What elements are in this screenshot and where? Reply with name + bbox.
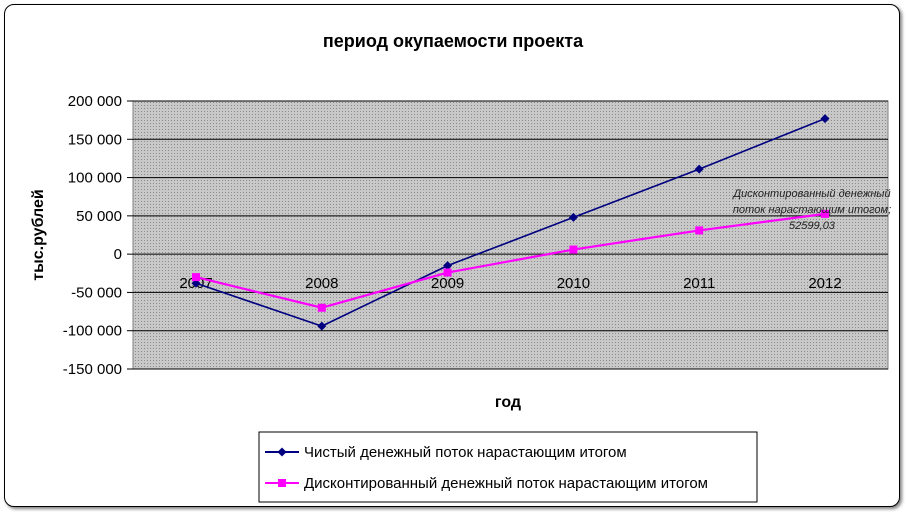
x-axis-label: год — [495, 394, 521, 411]
data-point-marker — [821, 209, 829, 218]
x-tick-label: 2008 — [305, 275, 338, 292]
chart-title: период окупаемости проекта — [323, 31, 584, 51]
data-label: Дисконтированный денежный — [731, 188, 890, 200]
y-tick-label: 200 000 — [68, 93, 122, 110]
data-point-marker — [568, 212, 578, 222]
data-point-marker — [443, 268, 452, 277]
data-point-marker — [192, 273, 200, 282]
y-axis-ticks: 200 000 150 000 100 000 50 000 0 -50 000 -100 … — [63, 93, 133, 378]
y-tick-label: 0 — [114, 246, 122, 263]
legend-marker — [278, 479, 286, 487]
x-tick-label: 2012 — [808, 275, 841, 292]
data-point-marker — [317, 303, 326, 312]
series-layer — [191, 114, 830, 331]
gridlines — [133, 100, 888, 370]
y-tick-label: -150 000 — [63, 361, 122, 378]
y-tick-label: -50 000 — [71, 284, 122, 301]
data-point-marker — [317, 321, 327, 331]
legend-marker — [277, 447, 287, 457]
x-tick-label: 2010 — [557, 275, 590, 292]
legend-label: Дисконтированный денежный поток нарастаю… — [304, 475, 708, 492]
y-tick-label: 50 000 — [76, 208, 122, 225]
data-point-marker — [820, 114, 830, 124]
data-point-marker — [443, 261, 453, 271]
data-label: поток нарастающим итогом; — [733, 204, 891, 216]
x-tick-label: 2009 — [431, 275, 464, 292]
annotation-layer: Дисконтированный денежный поток нарастающ… — [731, 188, 891, 232]
data-point-marker — [569, 245, 578, 254]
y-tick-label: 100 000 — [68, 170, 122, 187]
x-axis-ticks: 200720082009201020112012 — [179, 275, 841, 292]
y-tick-label: 150 000 — [68, 131, 122, 148]
y-tick-label: -100 000 — [63, 323, 122, 340]
series-line — [195, 117, 826, 327]
data-point-marker — [695, 226, 704, 235]
legend-box — [258, 431, 758, 503]
legend-label: Чистый денежный поток нарастающим итогом — [304, 444, 627, 461]
plot-area — [132, 100, 889, 370]
data-point-marker — [694, 164, 704, 174]
x-tick-label: 2011 — [683, 275, 715, 292]
data-label: 52599,03 — [789, 220, 836, 232]
legend: Чистый денежный поток нарастающим итогом… — [258, 431, 758, 503]
series-line — [195, 212, 826, 309]
y-axis-label: тыс.рублей — [30, 189, 47, 280]
